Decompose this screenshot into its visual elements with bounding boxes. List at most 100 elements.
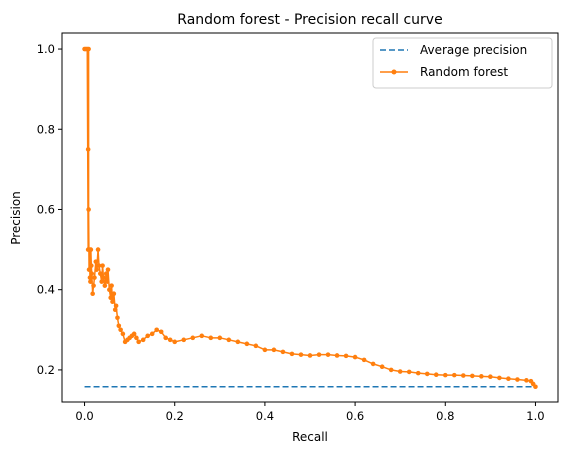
chart-title: Random forest - Precision recall curve (177, 12, 442, 28)
data-point (479, 374, 484, 379)
data-point (90, 291, 95, 297)
data-point (316, 352, 322, 357)
data-point (388, 367, 394, 373)
x-tick-label: 0.2 (166, 409, 184, 423)
data-point (524, 378, 529, 383)
data-point (110, 299, 115, 305)
data-point (109, 283, 114, 288)
data-point (289, 351, 295, 357)
x-axis-label: Recall (292, 430, 328, 444)
data-point (86, 46, 91, 52)
data-point (397, 369, 403, 374)
plot-frame (61, 32, 559, 403)
data-point (96, 263, 102, 268)
data-point (325, 352, 331, 357)
data-point (307, 353, 313, 358)
data-point (415, 370, 421, 376)
data-point (271, 347, 277, 353)
data-point (497, 375, 502, 381)
x-tick-label: 0.8 (436, 409, 454, 423)
data-point (87, 275, 93, 280)
data-point (120, 331, 126, 337)
data-point (298, 352, 304, 357)
data-point (506, 376, 511, 382)
data-point (163, 335, 169, 341)
data-point (112, 307, 118, 313)
data-point (116, 323, 122, 329)
data-point (136, 339, 141, 345)
legend-marker-random-forest (391, 69, 397, 75)
data-point (115, 315, 120, 321)
series-layer (82, 46, 538, 390)
data-point (461, 373, 466, 378)
data-point (370, 361, 376, 367)
data-point (86, 207, 91, 212)
data-point (172, 339, 178, 345)
legend-box (372, 37, 553, 89)
data-point (103, 271, 109, 276)
data-point (190, 335, 196, 341)
data-point (149, 331, 155, 337)
y-tick-label: 0.6 (37, 202, 55, 216)
data-point (108, 295, 113, 301)
data-point (140, 337, 146, 343)
x-axis: 0.0 0.2 0.4 0.6 0.8 1.0 (75, 402, 545, 423)
data-point (92, 275, 97, 280)
data-point (89, 271, 95, 276)
data-point (134, 335, 139, 341)
data-point (101, 275, 106, 280)
data-point (515, 377, 520, 382)
data-point (94, 267, 100, 272)
data-point (154, 327, 159, 333)
data-point (107, 287, 112, 292)
data-point (89, 263, 94, 268)
data-point (98, 271, 103, 276)
data-point (442, 372, 448, 378)
data-point (145, 333, 150, 339)
data-point (158, 329, 164, 335)
data-point (118, 327, 123, 333)
y-tick-label: 1.0 (37, 42, 55, 56)
plot-area (61, 32, 559, 403)
data-point (95, 247, 101, 252)
data-point (488, 374, 493, 380)
data-point (99, 279, 104, 284)
data-point (343, 353, 349, 359)
legend: Average precision Random forest (372, 37, 553, 89)
x-tick-label: 1.0 (526, 409, 544, 423)
data-point (93, 259, 99, 264)
data-point (111, 291, 117, 297)
data-point (253, 343, 259, 349)
data-point (533, 384, 538, 390)
data-point (88, 247, 94, 252)
legend-label-random-forest: Random forest (420, 65, 508, 79)
data-point (85, 147, 91, 152)
data-point (86, 267, 92, 272)
y-tick-label: 0.4 (37, 283, 55, 297)
legend-label-average-precision: Average precision (420, 43, 527, 57)
x-tick-label: 0.6 (346, 409, 364, 423)
data-point (352, 354, 358, 360)
data-point (451, 372, 457, 378)
data-point (167, 337, 173, 343)
data-point (433, 372, 439, 378)
data-point (379, 364, 385, 370)
data-point (100, 263, 105, 268)
y-axis: 0.2 0.4 0.6 0.8 1.0 (37, 42, 62, 377)
data-point (181, 337, 187, 343)
data-point (424, 371, 430, 377)
data-point (208, 335, 214, 341)
data-point (334, 353, 340, 358)
data-point (217, 335, 223, 341)
x-tick-label: 0.0 (75, 409, 93, 423)
data-point (406, 369, 412, 375)
data-point (235, 339, 241, 345)
data-point (262, 347, 268, 353)
data-point (102, 283, 108, 288)
y-tick-label: 0.8 (37, 122, 55, 136)
y-axis-label: Precision (9, 191, 23, 245)
data-point (131, 331, 137, 337)
data-point (199, 333, 205, 339)
data-point (104, 279, 110, 284)
